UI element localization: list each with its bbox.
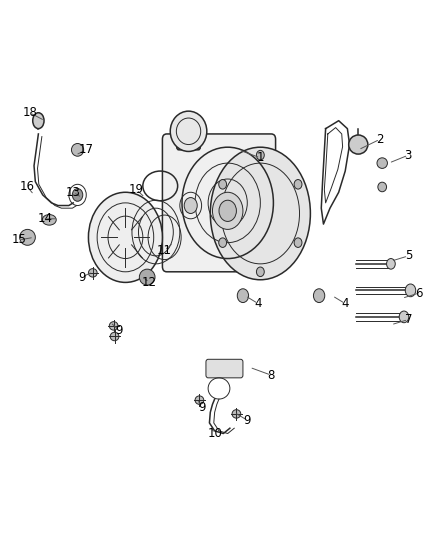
Ellipse shape — [399, 311, 409, 322]
Text: 3: 3 — [405, 149, 412, 161]
FancyBboxPatch shape — [177, 124, 200, 150]
Ellipse shape — [110, 332, 119, 341]
Text: 4: 4 — [342, 297, 349, 310]
Text: 4: 4 — [254, 297, 262, 310]
Text: 17: 17 — [79, 143, 94, 156]
Circle shape — [294, 180, 302, 189]
Text: 1: 1 — [257, 151, 264, 164]
Ellipse shape — [232, 410, 241, 418]
Text: 9: 9 — [115, 324, 123, 337]
Ellipse shape — [195, 396, 204, 405]
Circle shape — [219, 238, 226, 247]
Ellipse shape — [88, 269, 97, 277]
Ellipse shape — [33, 113, 44, 128]
Text: 11: 11 — [157, 244, 172, 257]
Circle shape — [184, 198, 197, 214]
Ellipse shape — [88, 192, 162, 282]
Ellipse shape — [405, 284, 416, 297]
Circle shape — [294, 238, 302, 247]
Text: 9: 9 — [198, 400, 205, 414]
Ellipse shape — [377, 158, 388, 168]
Text: 18: 18 — [22, 106, 37, 119]
Ellipse shape — [42, 215, 56, 225]
FancyBboxPatch shape — [162, 134, 276, 272]
Circle shape — [256, 150, 264, 160]
Ellipse shape — [71, 143, 84, 156]
Circle shape — [219, 180, 226, 189]
Text: 7: 7 — [405, 313, 412, 326]
Ellipse shape — [378, 182, 387, 192]
Text: 19: 19 — [129, 183, 144, 196]
Text: 5: 5 — [405, 249, 412, 262]
Circle shape — [219, 200, 237, 221]
Text: 6: 6 — [416, 287, 423, 300]
Text: 2: 2 — [376, 133, 384, 146]
Text: 9: 9 — [244, 414, 251, 427]
Circle shape — [256, 267, 264, 277]
Text: 13: 13 — [66, 186, 81, 199]
Text: 16: 16 — [20, 181, 35, 193]
Circle shape — [212, 192, 243, 229]
Ellipse shape — [20, 229, 35, 245]
Text: 9: 9 — [78, 271, 86, 284]
Text: 15: 15 — [11, 233, 26, 246]
Text: 8: 8 — [268, 369, 275, 382]
Ellipse shape — [314, 289, 325, 303]
Ellipse shape — [237, 289, 249, 303]
Ellipse shape — [387, 259, 395, 269]
FancyBboxPatch shape — [206, 359, 243, 378]
Ellipse shape — [210, 147, 311, 280]
Ellipse shape — [170, 111, 207, 151]
Ellipse shape — [110, 321, 118, 330]
Ellipse shape — [349, 135, 368, 154]
Text: 12: 12 — [142, 276, 157, 289]
Text: 10: 10 — [207, 427, 222, 440]
Text: 14: 14 — [37, 212, 53, 225]
Ellipse shape — [72, 189, 83, 201]
Ellipse shape — [139, 269, 155, 285]
